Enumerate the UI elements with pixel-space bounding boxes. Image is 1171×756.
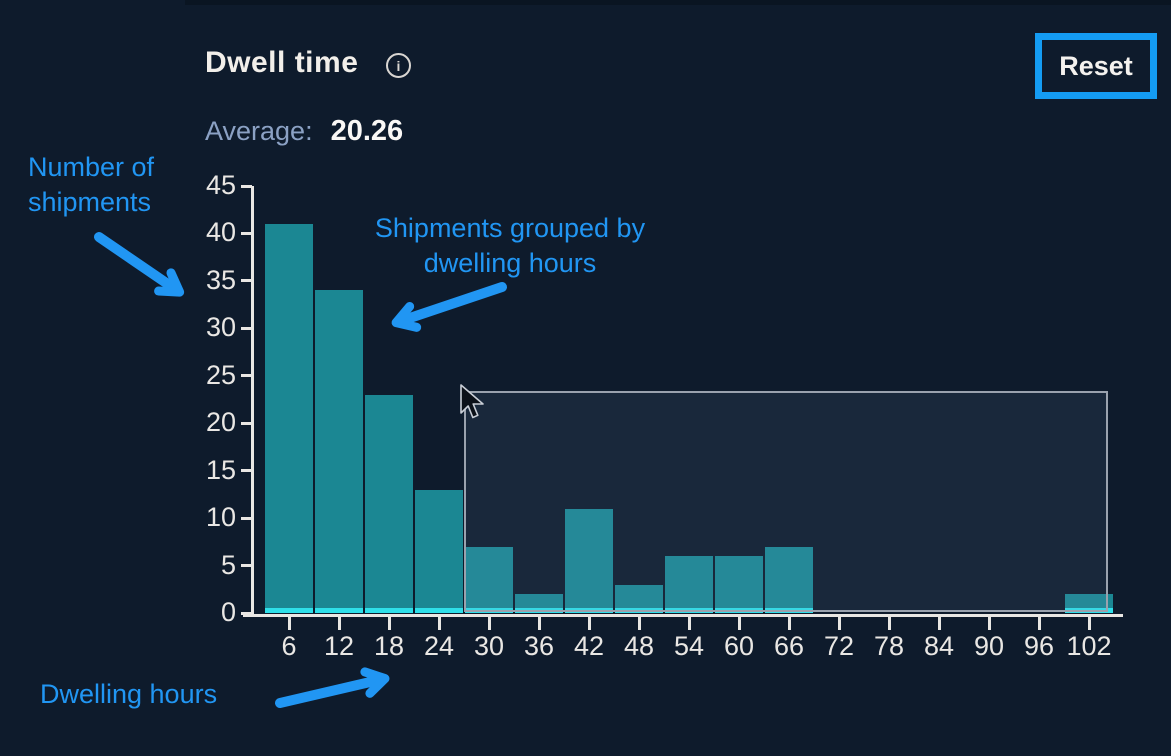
x-tick [637, 617, 641, 630]
x-tick-label: 54 [673, 631, 705, 661]
y-axis-annotation: Number of shipments [28, 152, 155, 218]
x-tick-label: 12 [323, 631, 355, 661]
x-tick [287, 617, 291, 630]
x-axis-line [243, 614, 1123, 617]
histogram-bar[interactable] [615, 585, 663, 613]
y-tick [241, 374, 252, 378]
x-tick-label: 78 [873, 631, 905, 661]
histogram-bar[interactable] [415, 490, 463, 613]
histogram-bar[interactable] [1065, 594, 1113, 613]
y-tick-label: 0 [220, 597, 236, 627]
histogram-bar[interactable] [565, 509, 613, 613]
x-tick-label: 6 [281, 631, 297, 661]
x-tick [687, 617, 691, 630]
x-tick [487, 617, 491, 630]
reset-button[interactable]: Reset [1035, 33, 1157, 99]
bars-annotation: Shipments grouped by dwelling hours [374, 213, 646, 279]
x-tick-label: 18 [373, 631, 405, 661]
histogram-bar[interactable] [465, 547, 513, 613]
histogram-bar[interactable] [665, 556, 713, 613]
brush-selection[interactable] [464, 391, 1108, 612]
y-tick-label: 30 [205, 312, 236, 343]
x-tick [987, 617, 991, 630]
y-tick [241, 611, 252, 615]
x-tick-label: 102 [1066, 631, 1112, 661]
x-tick-label: 36 [523, 631, 555, 661]
x-tick [337, 617, 341, 630]
arrow-to-bars [391, 282, 507, 332]
histogram-bar[interactable] [515, 594, 563, 613]
y-tick [241, 564, 252, 568]
y-tick-label: 20 [205, 407, 236, 438]
x-tick [1037, 617, 1041, 630]
average-value: 20.26 [330, 115, 404, 147]
y-tick [241, 231, 252, 235]
x-tick-label: 48 [623, 631, 655, 661]
y-axis-line [251, 186, 254, 616]
y-tick [241, 421, 252, 425]
y-tick [241, 279, 252, 283]
x-tick [937, 617, 941, 630]
x-tick [537, 617, 541, 630]
x-tick [1087, 617, 1091, 630]
histogram-bar[interactable] [765, 547, 813, 613]
x-tick [737, 617, 741, 630]
y-tick-label: 10 [205, 502, 236, 533]
average-label: Average: [205, 116, 313, 146]
x-tick [587, 617, 591, 630]
y-tick [241, 326, 252, 330]
y-tick-label: 25 [205, 359, 236, 390]
histogram-bar[interactable] [315, 290, 363, 613]
y-tick-label: 45 [205, 170, 236, 200]
x-axis-annotation: Dwelling hours [40, 679, 218, 709]
histogram-bar[interactable] [365, 395, 413, 613]
x-tick [387, 617, 391, 630]
y-tick [241, 469, 252, 473]
x-tick [887, 617, 891, 630]
y-tick-label: 15 [205, 454, 236, 485]
page-title: Dwell time [205, 46, 359, 79]
x-tick-label: 60 [723, 631, 755, 661]
x-tick-label: 42 [573, 631, 605, 661]
x-tick [787, 617, 791, 630]
y-tick-label: 35 [205, 264, 236, 295]
x-tick-label: 30 [473, 631, 505, 661]
y-tick-label: 40 [205, 217, 236, 248]
x-tick [437, 617, 441, 630]
histogram-bar[interactable] [715, 556, 763, 613]
info-icon[interactable]: i [386, 53, 411, 78]
y-tick [241, 184, 252, 188]
histogram-bar[interactable] [265, 224, 313, 613]
x-tick-label: 72 [823, 631, 855, 661]
x-tick-label: 90 [973, 631, 1005, 661]
average-row: Average: 20.26 [205, 115, 403, 148]
x-tick [837, 617, 841, 630]
x-tick-label: 66 [773, 631, 805, 661]
x-tick-label: 96 [1023, 631, 1055, 661]
x-tick-label: 24 [423, 631, 455, 661]
y-tick [241, 516, 252, 520]
x-tick-label: 84 [923, 631, 955, 661]
y-tick-label: 5 [220, 549, 236, 580]
panel-top-edge [185, 0, 1171, 5]
